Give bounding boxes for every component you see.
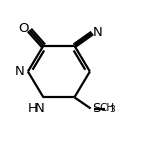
Text: N: N (35, 102, 44, 115)
Text: 3: 3 (109, 105, 115, 114)
Text: S: S (92, 102, 100, 115)
Text: N: N (15, 65, 25, 78)
Text: N: N (93, 26, 103, 39)
Text: CH: CH (99, 103, 115, 113)
Text: H: H (28, 102, 38, 115)
Text: O: O (18, 22, 29, 35)
